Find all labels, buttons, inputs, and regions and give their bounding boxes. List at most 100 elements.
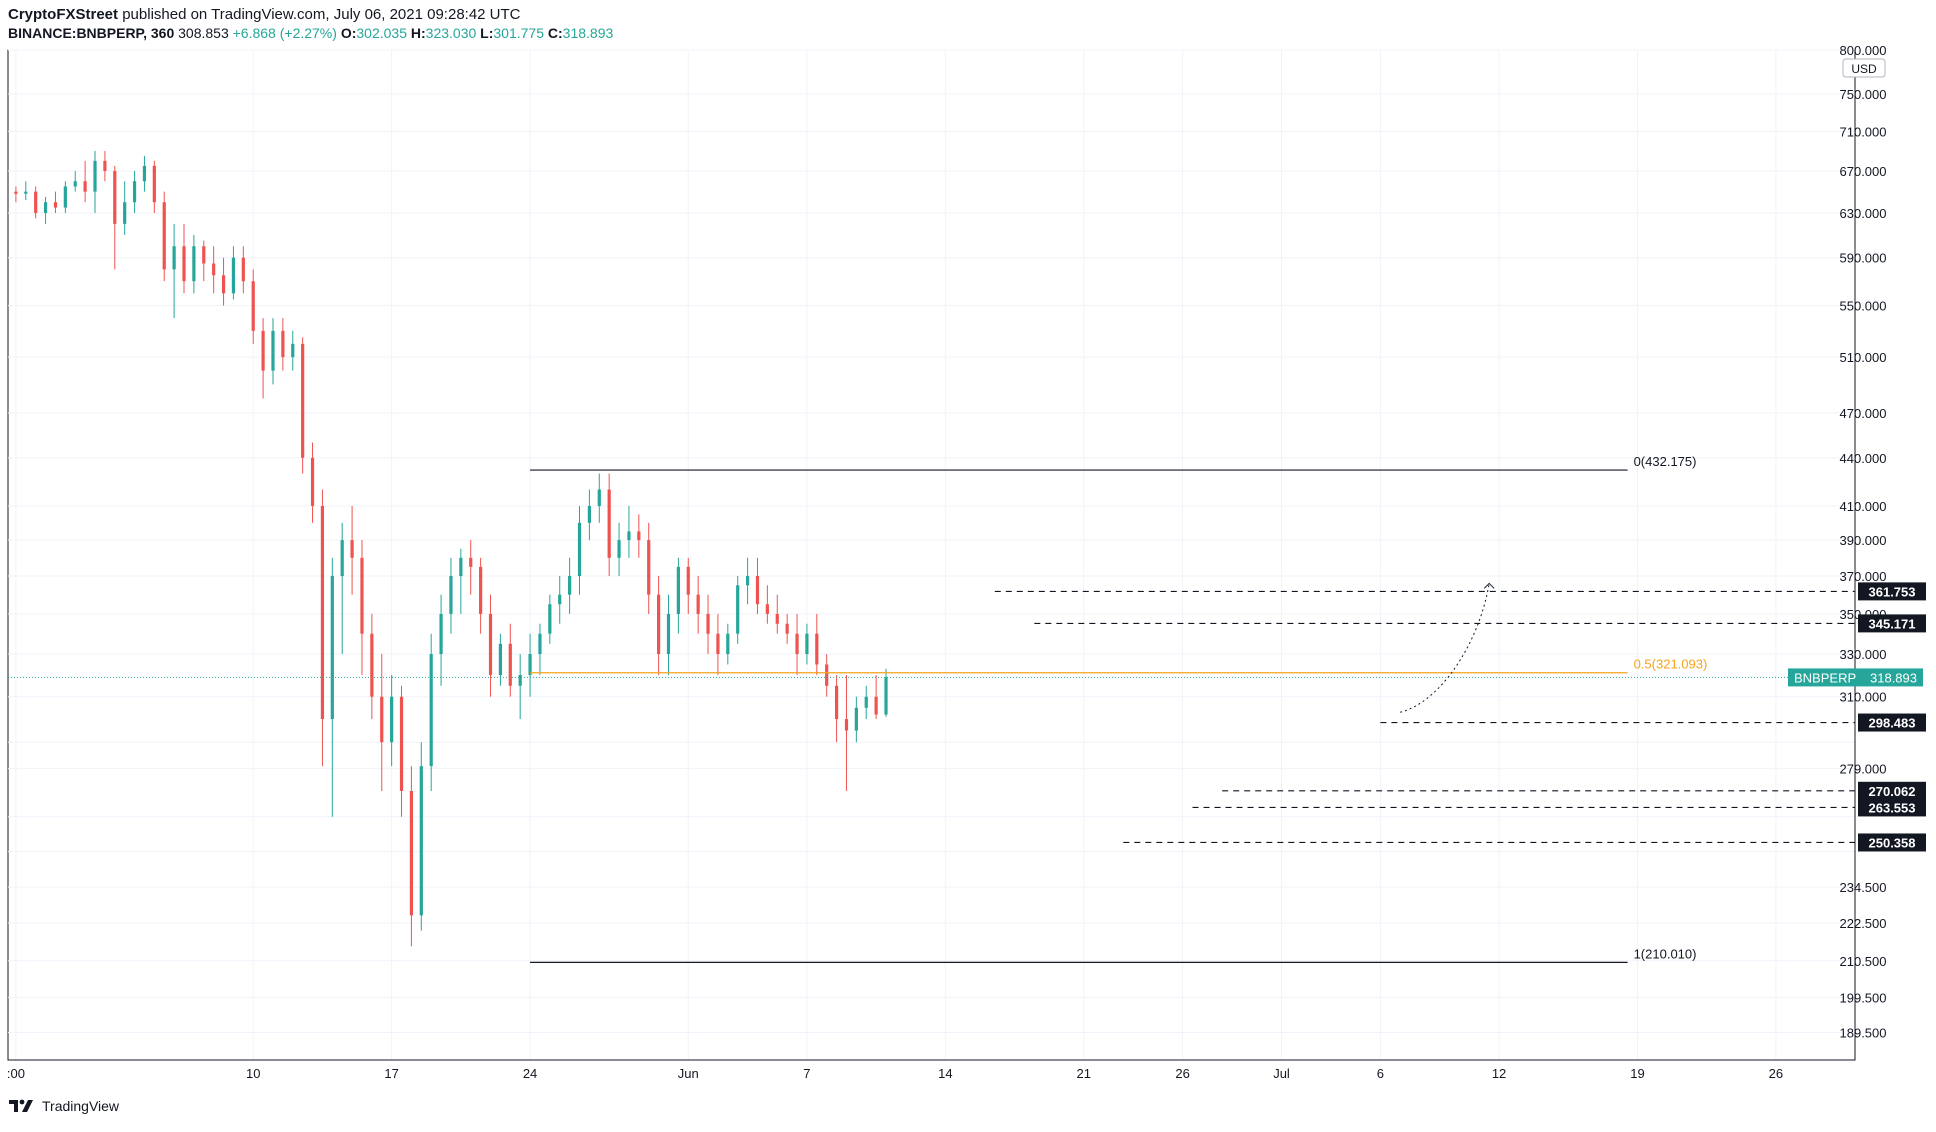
high-value: 323.030 xyxy=(425,25,477,41)
x-tick-label: 7 xyxy=(803,1066,810,1081)
candle-body xyxy=(123,202,127,224)
candle-body xyxy=(617,540,621,558)
candle-body xyxy=(221,275,226,294)
candle-body xyxy=(43,202,48,213)
candle-body xyxy=(63,186,67,208)
y-tick-label: 279.000 xyxy=(1840,762,1887,777)
low-label: L: xyxy=(480,25,494,41)
candle-body xyxy=(152,165,156,203)
candle-body xyxy=(815,633,819,665)
y-tick-label: 370.000 xyxy=(1840,569,1887,584)
candle-body xyxy=(182,246,186,282)
level-price-tag xyxy=(1858,614,1926,633)
candle-body xyxy=(399,696,404,791)
candle-body xyxy=(548,604,552,634)
y-tick-label: 800.000 xyxy=(1840,43,1887,58)
x-tick-label: Jun xyxy=(678,1066,699,1081)
tradingview-logo-icon xyxy=(9,1099,33,1112)
open-label: O: xyxy=(340,25,357,41)
level-price-label: 298.483 xyxy=(1869,716,1916,731)
candle-body xyxy=(370,633,374,697)
candle-body xyxy=(726,633,730,655)
candle-body xyxy=(627,531,631,541)
y-tick-label: 310.000 xyxy=(1840,690,1887,705)
candle-body xyxy=(696,594,700,614)
candle-body xyxy=(350,540,354,558)
candle-body xyxy=(83,181,87,192)
current-price-tag xyxy=(1788,668,1923,687)
candle-body xyxy=(706,613,710,634)
candle-body xyxy=(142,165,147,182)
candle-body xyxy=(498,643,503,676)
candle-body xyxy=(24,191,28,194)
candle-body xyxy=(676,566,680,614)
candle-body xyxy=(716,633,720,655)
level-price-tag xyxy=(1858,833,1926,852)
candle-body xyxy=(281,330,285,358)
y-tick-label: 234.500 xyxy=(1840,880,1887,895)
tradingview-footer: TradingView xyxy=(8,1097,119,1115)
candle-body xyxy=(647,540,651,595)
close-label: C: xyxy=(547,25,563,41)
publish-line: CryptoFXStreet published on TradingView.… xyxy=(8,6,521,23)
y-tick-label: 670.000 xyxy=(1840,164,1887,179)
publisher-name: CryptoFXStreet xyxy=(8,6,119,23)
x-tick-label: 26 xyxy=(1175,1066,1189,1081)
level-price-label: 270.062 xyxy=(1869,784,1916,799)
candle-body xyxy=(241,257,245,282)
last-price: 308.853 xyxy=(178,25,229,41)
y-tick-label: 222.500 xyxy=(1840,916,1887,931)
symbol-label: BINANCE:BNBPERP, 360 xyxy=(8,25,175,41)
y-tick-label: 590.000 xyxy=(1840,251,1887,266)
x-tick-label: 21 xyxy=(1077,1066,1091,1081)
y-tick-label: 330.000 xyxy=(1840,647,1887,662)
candle-body xyxy=(785,623,789,634)
candle-body xyxy=(884,677,888,715)
grid xyxy=(8,49,1855,1060)
currency-label: USD xyxy=(1851,62,1877,76)
candle-body xyxy=(192,246,196,282)
level-price-tag xyxy=(1858,713,1926,732)
high-label: H: xyxy=(410,25,426,41)
y-tick-label: 440.000 xyxy=(1840,451,1887,466)
candle-body xyxy=(449,576,453,614)
y-tick-label: 550.000 xyxy=(1840,299,1887,314)
candle-body xyxy=(310,457,315,506)
y-tick-label: 189.500 xyxy=(1840,1025,1887,1040)
candle-body xyxy=(103,160,107,171)
price-change: +6.868 (+2.27%) xyxy=(232,25,337,41)
candle-body xyxy=(479,566,483,614)
y-tick-label: 510.000 xyxy=(1840,350,1887,365)
level-price-label: 361.753 xyxy=(1869,584,1916,599)
published-text: published on TradingView.com, July 06, 2… xyxy=(122,6,521,23)
candle-body xyxy=(637,531,641,541)
x-tick-label: :00 xyxy=(7,1066,25,1081)
candle-body xyxy=(340,540,344,577)
candle-body xyxy=(834,685,839,720)
x-tick-label: Jul xyxy=(1273,1066,1290,1081)
candle-body xyxy=(508,643,512,686)
candle-body xyxy=(795,633,799,655)
x-tick-label: 19 xyxy=(1630,1066,1644,1081)
candle-body xyxy=(568,576,572,595)
plot-frame xyxy=(7,49,1856,1061)
candle-body xyxy=(765,604,769,614)
low-value: 301.775 xyxy=(493,25,544,41)
x-tick-label: 10 xyxy=(246,1066,260,1081)
candle-body xyxy=(291,343,295,358)
candle-body xyxy=(330,576,334,720)
candle-body xyxy=(360,557,364,634)
candle-body xyxy=(14,191,18,194)
candle-body xyxy=(73,181,77,187)
candle-body xyxy=(172,246,176,270)
candle-body xyxy=(429,654,433,767)
x-tick-label: 17 xyxy=(384,1066,398,1081)
candle-body xyxy=(53,202,58,208)
candle-body xyxy=(736,585,740,634)
candle-body xyxy=(251,281,255,331)
candle-body xyxy=(874,696,878,715)
candle-body xyxy=(558,594,562,605)
